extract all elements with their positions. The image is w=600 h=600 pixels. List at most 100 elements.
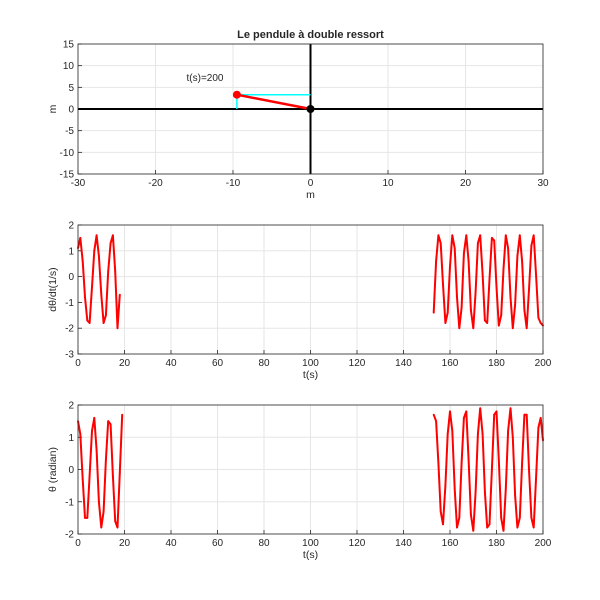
data-point [444,322,447,324]
x-tick-label: 20 [460,178,472,189]
data-point [463,252,465,255]
data-point [442,283,444,286]
x-tick-label: 100 [302,358,319,369]
data-point [497,324,500,327]
data-point [116,526,119,529]
axes-frame [77,404,544,535]
x-tick-label: 60 [212,358,224,369]
x-axis-label: m [306,189,315,201]
x-tick-label: 80 [258,538,270,549]
data-point [518,516,521,519]
data-point [486,526,489,529]
x-tick-label: 60 [212,538,224,549]
x-tick-label: 80 [258,358,270,369]
data-point [479,407,482,410]
data-point [91,429,93,432]
y-tick-label: 0 [68,465,74,476]
data-point [523,413,526,416]
y-tick-label: 10 [63,61,75,72]
y-axis-label: θ (radian) [47,447,59,492]
data-point [88,475,91,477]
data-point [528,468,530,471]
x-tick-label: 20 [119,358,131,369]
data-point [525,413,528,416]
data-point [511,327,514,330]
y-tick-label: -5 [65,126,74,137]
data-point [93,417,96,419]
data-point [490,468,493,471]
x-tick-label: 140 [395,358,412,369]
data-point [451,234,454,237]
y-tick-label: -2 [65,324,74,335]
data-point [516,255,519,257]
y-tick-label: 15 [63,40,75,51]
data-point [483,319,486,322]
x-tick-label: 100 [302,538,319,549]
data-point [116,327,119,330]
data-point [446,433,449,435]
data-point [537,316,540,319]
data-point [509,296,512,299]
data-point [477,242,479,244]
data-point [521,260,523,263]
data-point [86,319,89,322]
y-tick-label: 1 [68,246,74,257]
data-point [95,234,98,237]
data-point [102,510,105,513]
data-point [98,255,100,257]
data-point [474,291,477,293]
x-tick-label: 10 [382,178,394,189]
data-point [453,487,456,490]
data-point [102,322,105,324]
x-axis-label: t(s) [303,549,318,561]
data-point [486,322,489,324]
data-point [449,265,451,268]
data-point [86,516,89,519]
data-point [495,410,498,413]
data-point [435,420,437,423]
data-point [500,314,503,317]
data-point [483,491,486,493]
data-point [502,267,505,270]
x-tick-label: 160 [442,358,459,369]
data-point [453,247,456,250]
angular-velocity-plot: 0 20 40 60 80 100 120 140 160 180 200 -3 -2 -1 0 1 2 t(s)… [47,221,552,382]
data-point [439,242,442,244]
data-point [528,288,530,291]
data-point [481,273,484,275]
data-point [460,462,463,464]
data-point [451,429,454,432]
data-point [537,426,540,429]
data-point [481,433,484,435]
data-point [444,484,447,487]
data-point [465,410,468,413]
data-point [470,513,472,516]
data-point [472,327,475,330]
data-point [439,510,442,513]
data-point [84,516,86,519]
y-tick-label: 5 [68,83,74,94]
data-point [535,273,537,275]
data-point [95,449,98,452]
data-point [449,410,451,413]
data-point [523,309,526,312]
chart-title: Le pendule à double ressort [237,29,384,41]
data-point [488,523,491,526]
data-point [118,471,121,474]
data-point [111,475,114,477]
data-point [100,293,103,296]
time-annotation: t(s)=200 [187,73,224,84]
pendulum-rod [236,93,311,111]
data-point [511,436,514,439]
y-tick-label: 0 [68,105,74,116]
data-point [109,242,112,244]
x-tick-label: 200 [535,358,552,369]
x-tick-label: 0 [75,538,81,549]
y-tick-label: -10 [60,148,75,159]
data-point [100,526,103,529]
data-point [532,526,535,529]
pendulum-position-plot: -30 -20 -10 0 10 20 30 -15 -10 -5 0 5 10 15 m m Le pendu… [47,29,549,201]
data-point [79,433,82,435]
data-point [539,322,542,324]
data-point [81,260,84,263]
